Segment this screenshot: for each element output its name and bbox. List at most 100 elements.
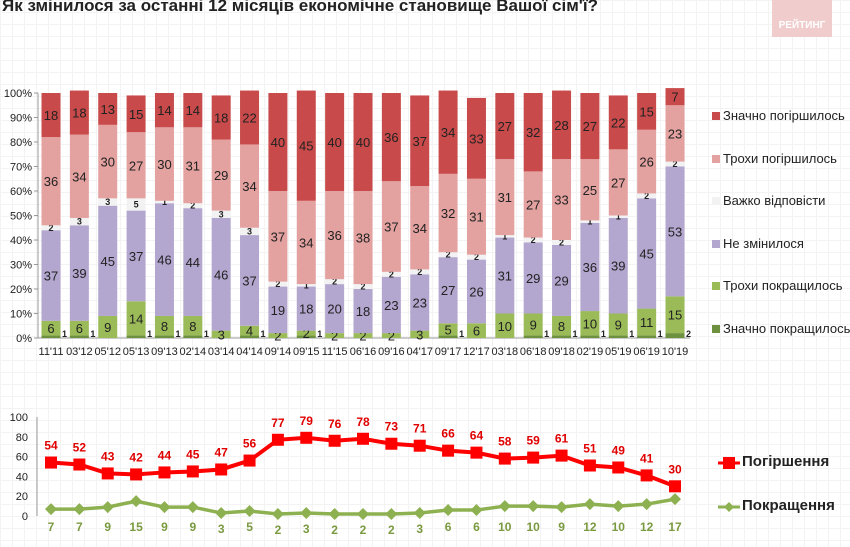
x-tick-label: 02'14 bbox=[180, 346, 207, 358]
data-label: 1 bbox=[261, 329, 266, 339]
bar-segment bbox=[665, 333, 685, 338]
data-label: 23 bbox=[668, 126, 682, 141]
data-label: 2 bbox=[303, 326, 310, 341]
square-marker bbox=[130, 468, 143, 481]
square-marker bbox=[300, 431, 313, 444]
data-label: 39 bbox=[611, 259, 625, 274]
data-label: 9 bbox=[615, 318, 622, 333]
data-label: 1 bbox=[147, 329, 152, 339]
bar-segment bbox=[154, 200, 174, 204]
data-label: 2 bbox=[388, 523, 395, 537]
y-tick-label: 0 bbox=[22, 511, 28, 523]
data-label: 45 bbox=[100, 254, 114, 269]
x-tick-label: 11'11 bbox=[39, 346, 64, 358]
data-label: 34 bbox=[242, 179, 256, 194]
data-label: 3 bbox=[416, 327, 423, 342]
data-label: 29 bbox=[526, 271, 540, 286]
data-label: 20 bbox=[327, 302, 341, 317]
data-label: 29 bbox=[214, 168, 228, 183]
data-label: 36 bbox=[327, 228, 341, 243]
bar-segment bbox=[183, 93, 203, 128]
data-label: 40 bbox=[271, 135, 285, 150]
diamond-marker bbox=[498, 500, 511, 513]
bar-segment bbox=[296, 284, 316, 287]
data-label: 2 bbox=[331, 523, 338, 537]
data-label: 44 bbox=[158, 448, 172, 462]
data-label: 15 bbox=[668, 308, 682, 323]
diamond-marker bbox=[470, 504, 483, 517]
x-tick-label: 02'19 bbox=[577, 346, 604, 358]
data-label: 14 bbox=[157, 103, 171, 118]
y-tick-label: 10% bbox=[10, 309, 32, 321]
data-label: 54 bbox=[44, 439, 58, 453]
data-label: 29 bbox=[554, 273, 568, 288]
bar-segment bbox=[580, 311, 600, 336]
data-label: 2 bbox=[360, 282, 365, 292]
data-label: 2 bbox=[190, 201, 195, 211]
data-label: 1 bbox=[62, 329, 67, 339]
data-label: 3 bbox=[303, 522, 310, 536]
bar-segment bbox=[154, 203, 174, 316]
data-label: 78 bbox=[356, 415, 370, 429]
data-label: 2 bbox=[359, 329, 366, 344]
legend-item: Трохи покращилось bbox=[712, 278, 843, 293]
bar-segment bbox=[41, 93, 61, 138]
data-label: 34 bbox=[412, 221, 426, 236]
data-label: 17 bbox=[668, 520, 682, 534]
bar-segment bbox=[381, 271, 401, 277]
data-label: 2 bbox=[275, 279, 280, 289]
bar-segment bbox=[381, 93, 401, 182]
x-tick-label: 03'14 bbox=[208, 346, 235, 358]
x-tick-label: 05'13 bbox=[123, 346, 150, 358]
legend-label: Покращення bbox=[742, 497, 835, 514]
data-label: 1 bbox=[90, 329, 95, 339]
bar-segment bbox=[98, 93, 118, 125]
legend-item: Не змінилося bbox=[712, 236, 804, 251]
data-label: 2 bbox=[446, 250, 451, 260]
data-label: 2 bbox=[644, 191, 649, 201]
data-label: 2 bbox=[417, 267, 422, 277]
data-label: 34 bbox=[72, 169, 86, 184]
bar-segment bbox=[580, 335, 600, 338]
data-label: 49 bbox=[612, 443, 626, 457]
bar-segment bbox=[126, 198, 146, 211]
bar-segment bbox=[183, 208, 203, 316]
bar-segment bbox=[69, 134, 89, 218]
bar-segment bbox=[381, 181, 401, 272]
data-label: 56 bbox=[243, 437, 257, 451]
data-label: 2 bbox=[274, 329, 281, 344]
bar-segment bbox=[154, 335, 174, 338]
data-label: 13 bbox=[100, 102, 114, 117]
bar-segment bbox=[69, 335, 89, 338]
bar-segment bbox=[154, 127, 174, 201]
legend-label: Значно покращилось bbox=[723, 320, 850, 336]
data-label: 79 bbox=[300, 414, 314, 428]
bar-segment bbox=[552, 90, 572, 160]
x-tick-label: 03'18 bbox=[492, 346, 519, 358]
diamond-marker bbox=[271, 508, 284, 521]
bar-segment bbox=[325, 333, 345, 338]
bar-segment bbox=[495, 159, 515, 236]
bar-segment bbox=[98, 205, 118, 316]
data-label: 40 bbox=[327, 135, 341, 150]
data-label: 1 bbox=[317, 329, 322, 339]
bar-segment bbox=[381, 276, 401, 334]
data-label: 6 bbox=[473, 324, 480, 339]
data-label: 18 bbox=[72, 106, 86, 121]
bar-segment bbox=[495, 93, 515, 160]
data-label: 33 bbox=[554, 193, 568, 208]
bar-segment bbox=[183, 203, 203, 209]
bar-segment bbox=[98, 124, 118, 199]
square-marker bbox=[413, 439, 426, 452]
bar-segment bbox=[268, 286, 288, 334]
bar-segment bbox=[608, 217, 628, 314]
data-label: 1 bbox=[175, 329, 180, 339]
bar-segment bbox=[665, 161, 685, 167]
square-marker bbox=[73, 458, 86, 471]
x-tick-label: 03'12 bbox=[66, 346, 93, 358]
data-label: 52 bbox=[73, 441, 87, 455]
data-label: 7 bbox=[76, 520, 83, 534]
data-label: 30 bbox=[100, 155, 114, 170]
